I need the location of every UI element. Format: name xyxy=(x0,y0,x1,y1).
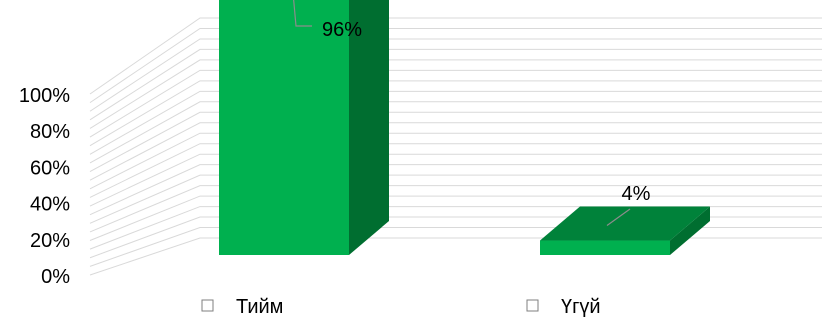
y-tick-label: 20% xyxy=(30,230,70,252)
category-legend: Тийм Үгүй xyxy=(201,296,601,318)
y-axis: 0% 20% 40% 60% 80% 100% xyxy=(19,85,70,288)
y-tick-label: 80% xyxy=(30,121,70,143)
bar-front-face xyxy=(219,0,349,255)
gridline xyxy=(89,195,822,241)
gridline xyxy=(89,17,822,95)
leader-line xyxy=(606,208,631,227)
gridline xyxy=(89,143,822,198)
gridline xyxy=(89,164,822,216)
y-tick-label: 100% xyxy=(19,85,70,107)
gridline xyxy=(89,111,822,173)
gridline xyxy=(89,216,822,259)
gridline xyxy=(89,227,822,267)
data-label-tiim: 96% xyxy=(322,19,362,41)
gridline xyxy=(89,59,822,129)
gridline xyxy=(89,38,822,112)
legend-marker-tiim xyxy=(201,299,214,312)
gridline xyxy=(89,101,822,164)
gridline xyxy=(89,153,822,207)
bar-side-face xyxy=(670,206,710,255)
bar-front-face xyxy=(540,240,670,255)
gridline xyxy=(89,237,822,276)
data-labels: 96% 4% xyxy=(293,0,651,227)
bar-tiim xyxy=(219,0,389,255)
gridline xyxy=(89,80,822,147)
bars xyxy=(219,0,710,255)
category-label-tiim: Тийм xyxy=(236,296,283,318)
gridlines xyxy=(89,17,822,276)
bar-top-face xyxy=(540,206,710,241)
bar-side-face xyxy=(349,0,389,255)
gridline xyxy=(89,69,822,138)
data-label-ugui: 4% xyxy=(622,183,651,205)
category-label-ugui: Үгүй xyxy=(561,296,601,318)
legend-marker-ugui xyxy=(526,299,539,312)
gridline xyxy=(89,122,822,181)
leader-line xyxy=(293,0,312,27)
gridline xyxy=(89,27,822,104)
gridline xyxy=(89,48,822,121)
gridline xyxy=(89,174,822,224)
y-tick-label: 40% xyxy=(30,194,70,216)
y-tick-label: 0% xyxy=(41,266,70,288)
bar-ugui xyxy=(540,206,710,255)
y-tick-label: 60% xyxy=(30,157,70,179)
gridline xyxy=(89,132,822,190)
gridline xyxy=(89,185,822,233)
gridline xyxy=(89,90,822,155)
